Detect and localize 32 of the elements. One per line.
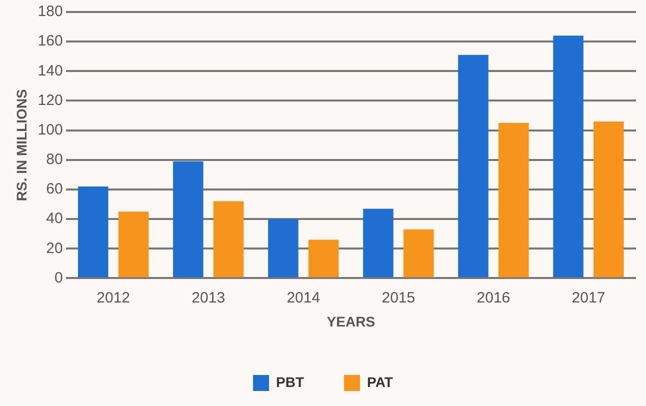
y-tick-label: 40 — [46, 210, 63, 228]
bar — [363, 208, 394, 278]
bar — [78, 186, 108, 278]
y-tick-label: 100 — [38, 121, 63, 138]
x-tick-label: 2013 — [192, 289, 226, 306]
x-tick-label: 2012 — [96, 289, 130, 306]
bar — [403, 229, 434, 278]
legend-label: PBT — [276, 374, 304, 390]
y-tick-label: 140 — [38, 62, 63, 80]
bar — [118, 212, 149, 278]
x-axis-title: YEARS — [326, 313, 376, 330]
bar — [308, 240, 339, 278]
bar — [553, 36, 584, 278]
bar — [498, 122, 529, 278]
bar — [458, 54, 488, 278]
x-tick-label: 2016 — [476, 289, 510, 306]
y-tick-label: 0 — [54, 269, 63, 286]
bar — [173, 161, 204, 278]
x-tick-label: 2017 — [572, 289, 606, 306]
legend-label: PAT — [367, 374, 394, 390]
y-tick-label: 120 — [38, 92, 63, 109]
bar — [594, 121, 624, 278]
bar — [268, 219, 298, 278]
y-tick-label: 80 — [46, 151, 63, 168]
y-tick-label: 180 — [38, 3, 63, 20]
bar — [213, 201, 244, 278]
y-axis-title: RS. IN MILLIONS — [13, 89, 30, 202]
y-tick-label: 160 — [38, 32, 63, 50]
y-tick-label: 60 — [46, 180, 63, 198]
x-tick-label: 2014 — [286, 289, 320, 306]
x-tick-label: 2015 — [382, 289, 416, 306]
y-tick-label: 20 — [46, 240, 63, 257]
